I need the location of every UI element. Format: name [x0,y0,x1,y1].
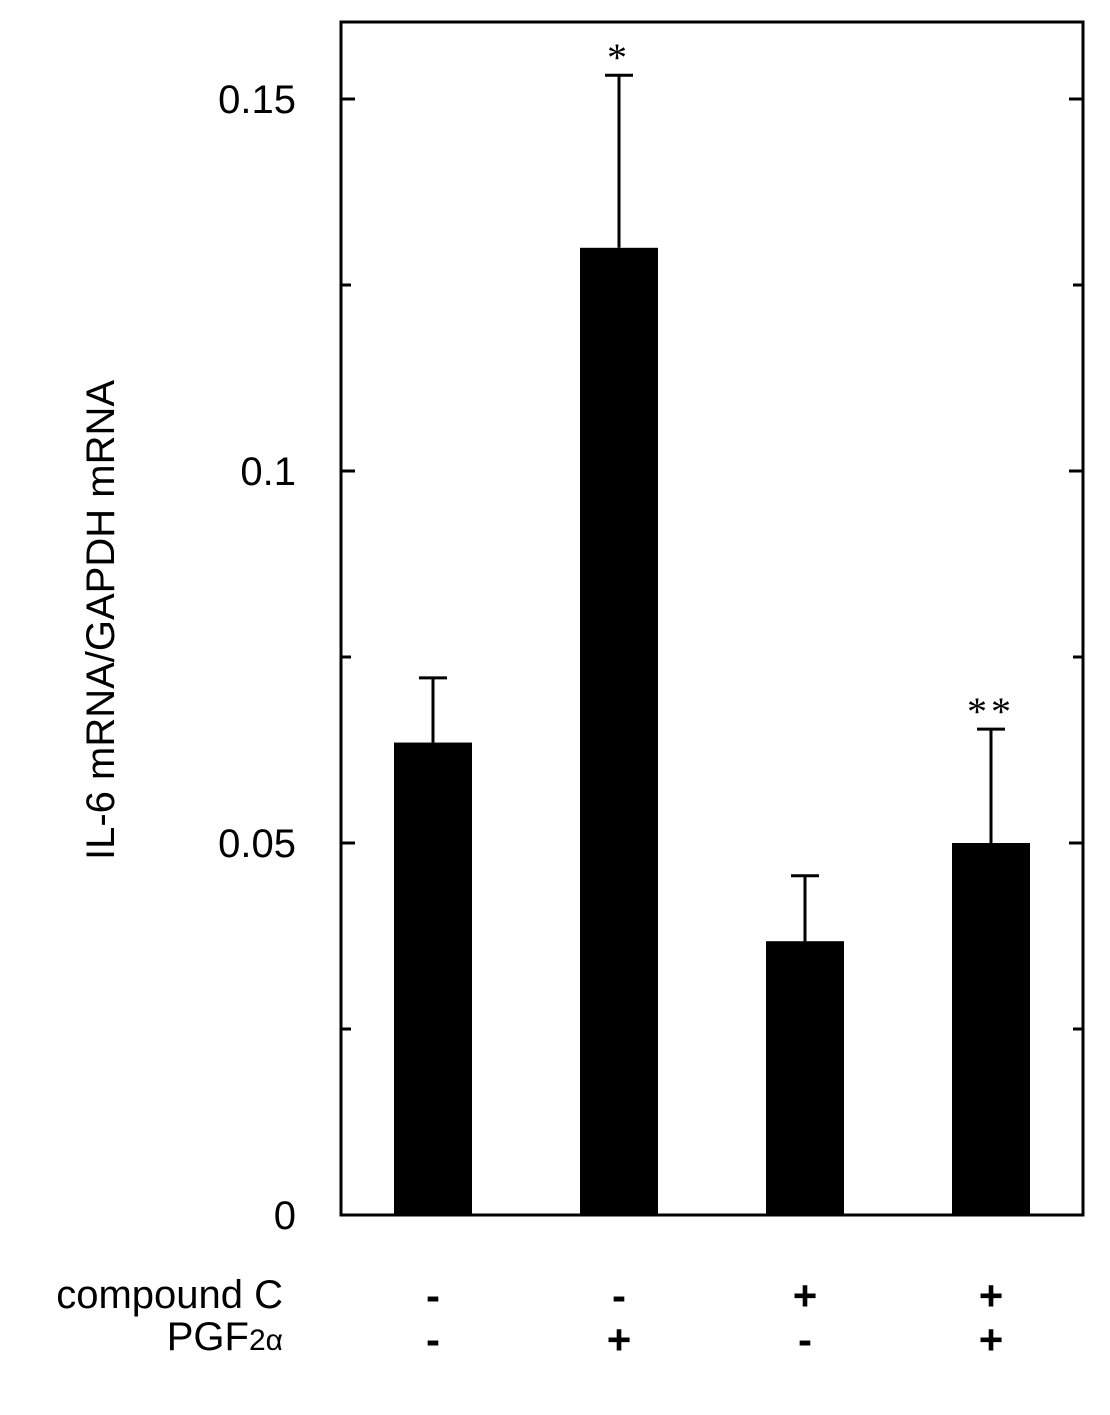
condition-label-pgf2a: PGF2α [167,1315,283,1359]
condition-sign-row2-col1: - [426,1316,440,1363]
condition-sign-row1-col3: + [793,1272,818,1319]
condition-sign-row1-col2: - [612,1272,626,1319]
plot-frame [339,20,1085,1217]
bar-3 [766,941,844,1215]
condition-sign-row2-col3: - [798,1316,812,1363]
bar-1 [394,742,472,1215]
condition-sign-row2-col4: + [979,1316,1004,1363]
y-ticks: 0 0.05 0.1 0.15 [218,78,1083,1238]
y-tick-label-0: 0 [274,1194,296,1238]
bar-2 [580,247,658,1216]
bars [394,247,1030,1216]
y-axis-label: IL-6 mRNA/GAPDH mRNA [79,380,123,860]
condition-sign-row2-col2: + [607,1316,632,1363]
error-bars [419,73,1005,942]
condition-label-compound-c: compound C [56,1273,283,1317]
condition-label-pgf: PGF [167,1315,249,1359]
significance-marker-4: ** [967,689,1015,734]
condition-signs: - - + +- + - + [426,1272,1003,1363]
condition-sign-row1-col1: - [426,1272,440,1319]
condition-sign-row1-col4: + [979,1272,1004,1319]
significance-marker-2: * [607,35,631,80]
y-tick-label-2: 0.1 [240,450,296,494]
y-tick-label-3: 0.15 [218,78,296,122]
significance-annotations: *** [607,35,1015,734]
y-tick-label-1: 0.05 [218,822,296,866]
bar-4 [952,843,1030,1215]
condition-label-pgf-subscript: 2α [249,1324,283,1357]
